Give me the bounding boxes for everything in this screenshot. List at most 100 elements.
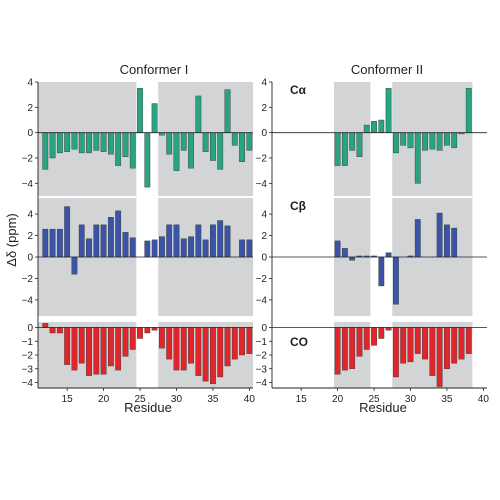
bar-p1-co-res14 <box>56 327 63 334</box>
bar-p1-co-res16 <box>71 327 78 371</box>
bar-p2-co-res20 <box>334 327 341 375</box>
y-tick-label-p2-co-0: 0 <box>261 323 267 334</box>
bar-p1-ca-res21 <box>107 132 114 155</box>
y-tick-label-p1-cb--2: −2 <box>22 274 34 285</box>
bar-p2-ca-res30 <box>407 132 414 149</box>
y-tick-label-p1-cb-0: 0 <box>27 253 33 264</box>
bar-p1-cb-res31 <box>180 238 187 258</box>
bar-p2-cb-res34 <box>436 212 443 258</box>
bar-p1-cb-res27 <box>151 239 158 258</box>
bar-p1-co-res15 <box>64 327 71 365</box>
bar-p1-ca-res27 <box>151 103 158 133</box>
bar-p2-co-res26 <box>378 327 385 339</box>
bar-p1-ca-res31 <box>180 132 187 151</box>
bar-p2-cb-res26 <box>378 256 385 287</box>
bar-p1-ca-res32 <box>188 132 194 169</box>
bar-p2-co-res32 <box>422 327 428 360</box>
y-tick-label-p2-cb-4: 4 <box>261 210 267 221</box>
bar-p1-cb-res24 <box>129 237 136 258</box>
bar-p2-co-res30 <box>407 327 414 363</box>
bar-p1-ca-res38 <box>231 132 238 146</box>
bar-p1-cb-res33 <box>195 224 202 258</box>
subplot-label-ca: Cα <box>290 83 307 97</box>
bar-p1-cb-res20 <box>100 224 107 258</box>
x-tick-label-p2-20: 20 <box>332 394 344 405</box>
x-tick-label-p1-15: 15 <box>62 394 74 405</box>
bar-p1-cb-res40 <box>246 239 253 258</box>
bar-p2-co-res33 <box>429 327 436 376</box>
bar-p1-co-res36 <box>217 327 224 378</box>
bar-p1-cb-res34 <box>202 239 209 258</box>
panel-title-conformer-2: Conformer II <box>351 62 423 77</box>
bar-p1-ca-res23 <box>122 132 129 157</box>
y-tick-label-p2-co--3: −3 <box>256 364 268 375</box>
bar-p1-co-res29 <box>166 327 173 360</box>
bar-p2-ca-res21 <box>341 132 348 166</box>
bar-p1-cb-res18 <box>86 238 92 258</box>
y-tick-label-p1-ca--2: −2 <box>22 154 34 165</box>
subplot-label-cb: Cβ <box>290 199 306 213</box>
bar-p2-ca-res35 <box>444 132 450 146</box>
y-tick-label-p2-ca--2: −2 <box>256 154 268 165</box>
bar-p2-co-res38 <box>465 327 472 354</box>
bar-p1-co-res17 <box>78 327 85 364</box>
y-tick-label-p2-cb-0: 0 <box>261 253 267 264</box>
bar-p1-cb-res26 <box>144 240 151 258</box>
bar-p1-co-res37 <box>224 327 231 367</box>
bar-p2-co-res31 <box>414 327 421 354</box>
bar-p2-co-res25 <box>371 327 377 346</box>
bar-p1-cb-res21 <box>107 217 114 258</box>
bar-p1-ca-res25 <box>137 88 143 133</box>
bar-p2-cb-res20 <box>334 240 341 258</box>
bar-p2-ca-res25 <box>371 121 377 133</box>
bar-p1-cb-res37 <box>224 225 231 258</box>
bar-p2-co-res28 <box>393 327 399 378</box>
bar-p1-co-res18 <box>86 327 92 376</box>
bar-p1-co-res38 <box>231 327 238 360</box>
bar-p1-cb-res15 <box>64 206 71 258</box>
bar-p1-ca-res24 <box>129 132 136 169</box>
bar-p2-ca-res26 <box>378 119 385 133</box>
bar-p1-co-res28 <box>158 327 165 349</box>
bar-p2-cb-res36 <box>451 227 458 258</box>
bar-p1-cb-res17 <box>78 224 85 258</box>
bar-p1-cb-res30 <box>173 224 180 258</box>
bar-p1-co-res22 <box>115 327 122 371</box>
x-axis-label-conformer-1: Residue <box>124 400 172 415</box>
bar-p1-ca-res15 <box>64 132 71 152</box>
y-tick-label-p2-ca-0: 0 <box>261 128 267 139</box>
bar-p1-cb-res16 <box>71 256 78 275</box>
bar-p1-cb-res29 <box>166 224 173 258</box>
bar-p2-cb-res22 <box>349 256 356 261</box>
bar-p1-co-res20 <box>100 327 107 375</box>
bar-p2-ca-res24 <box>363 124 370 133</box>
y-tick-label-p2-ca-2: 2 <box>261 103 267 114</box>
bar-p2-cb-res35 <box>444 224 450 258</box>
y-tick-label-p1-ca-0: 0 <box>27 128 33 139</box>
bar-p1-co-res35 <box>210 327 216 385</box>
bar-p1-ca-res22 <box>115 132 122 166</box>
bar-p2-co-res27 <box>385 327 392 331</box>
y-tick-label-p1-cb-2: 2 <box>27 231 33 242</box>
y-tick-label-p1-ca-4: 4 <box>27 78 33 89</box>
bar-p2-co-res35 <box>444 327 450 369</box>
bar-p2-ca-res31 <box>414 132 421 184</box>
y-tick-label-p1-ca--4: −4 <box>22 179 34 190</box>
x-axis-label-conformer-2: Residue <box>359 400 407 415</box>
y-tick-label-p2-cb-2: 2 <box>261 231 267 242</box>
y-tick-label-p1-co--1: −1 <box>22 337 34 348</box>
y-tick-label-p1-ca-2: 2 <box>27 103 33 114</box>
bar-p1-co-res27 <box>151 327 158 331</box>
bar-p1-ca-res34 <box>202 132 209 152</box>
bar-p2-ca-res34 <box>436 132 443 151</box>
text-labels: Conformer I Conformer II Residue Residue… <box>4 62 423 415</box>
bar-p2-co-res22 <box>349 327 356 369</box>
y-tick-label-p1-co--4: −4 <box>22 378 34 389</box>
bar-p2-ca-res23 <box>356 132 363 157</box>
bar-p1-ca-res26 <box>144 132 151 188</box>
bar-p1-co-res25 <box>137 327 143 339</box>
x-tick-label-p2-30: 30 <box>405 394 417 405</box>
bar-p1-co-res34 <box>202 327 209 382</box>
